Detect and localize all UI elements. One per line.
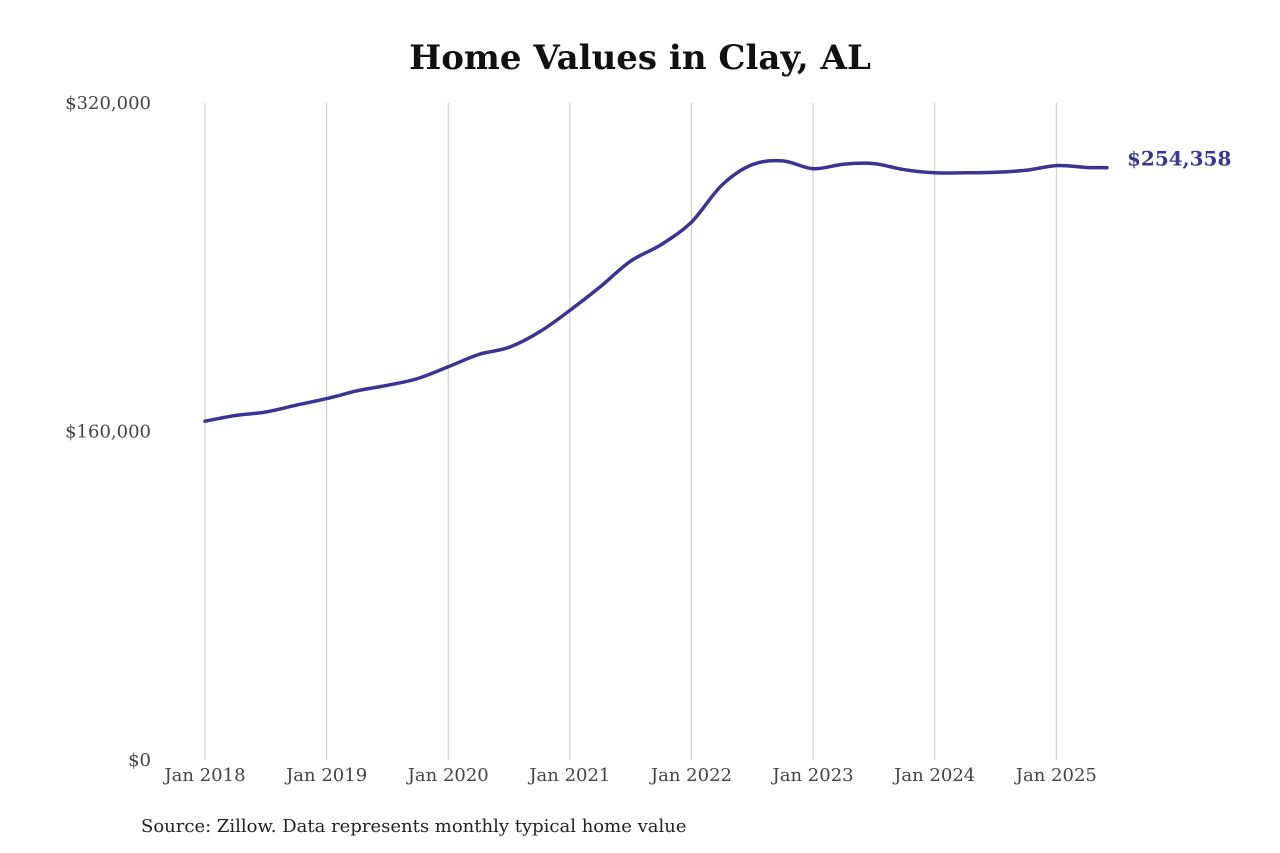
- x-tick-label: Jan 2021: [527, 765, 610, 786]
- end-value-label: $254,358: [1127, 147, 1231, 171]
- x-tick-label: Jan 2023: [771, 765, 854, 786]
- x-tick-label: Jan 2020: [406, 765, 489, 786]
- source-note: Source: Zillow. Data represents monthly …: [141, 816, 687, 837]
- x-tick-label: Jan 2019: [284, 765, 367, 786]
- x-tick-label: Jan 2018: [162, 765, 245, 786]
- y-tick-label: $320,000: [65, 93, 151, 114]
- x-tick-label: Jan 2024: [892, 765, 975, 786]
- x-tick-label: Jan 2022: [649, 765, 732, 786]
- chart-title: Home Values in Clay, AL: [409, 38, 871, 78]
- x-tick-label: Jan 2025: [1014, 765, 1097, 786]
- y-tick-label: $0: [128, 750, 151, 771]
- series-line: [203, 158, 1109, 423]
- y-tick-label: $160,000: [65, 422, 151, 443]
